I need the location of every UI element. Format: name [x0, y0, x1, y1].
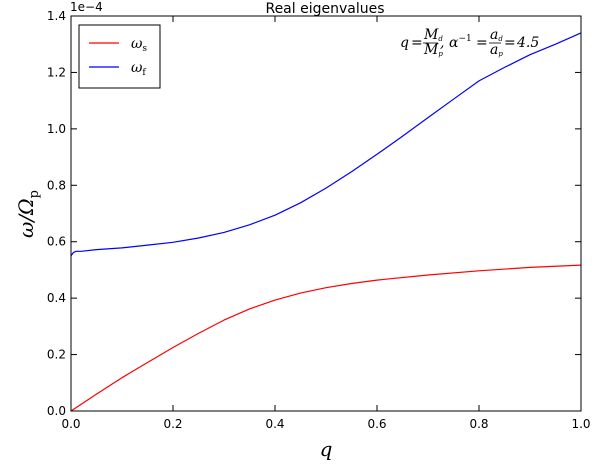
annotation-eq-1: =: [411, 35, 423, 51]
x-tick-label: 0.0: [61, 417, 80, 431]
y-tick-label: 0.6: [47, 235, 66, 249]
y-axis-label-base: ω/Ω: [14, 198, 38, 238]
y-tick-label: 1.4: [47, 9, 66, 23]
y-offset-text: 1e−4: [70, 0, 103, 14]
legend-label-omega-s-base: ω: [131, 36, 143, 52]
annotation-mp: Mp: [423, 42, 443, 58]
series-line-omega-f: [70, 32, 582, 257]
legend-label-omega-f-sub: f: [142, 68, 146, 78]
annotation-eq-3: =: [504, 35, 516, 51]
legend-label-omega-f-base: ω: [131, 60, 143, 76]
y-tick-label: 0.8: [47, 178, 66, 192]
annotation-q: q: [400, 35, 409, 51]
x-tick-label: 0.4: [265, 417, 284, 431]
x-tick-label: 1.0: [571, 417, 590, 431]
y-axis-label-sub: p: [27, 190, 42, 198]
y-tick-label: 1.0: [47, 122, 66, 136]
y-tick-label: 0.2: [47, 348, 66, 362]
legend-label-omega-s: ωs: [131, 36, 147, 54]
x-tick-label: 0.8: [469, 417, 488, 431]
legend-label-omega-s-sub: s: [142, 44, 147, 54]
y-tick-label: 0.4: [47, 291, 66, 305]
x-axis-label: q: [320, 437, 333, 461]
x-tick-label: 0.2: [163, 417, 182, 431]
series-layer: [70, 32, 582, 412]
annotation-comma: ,: [440, 35, 444, 51]
y-tick-label: 0.0: [47, 404, 66, 418]
y-axis-label: ω/Ωp: [14, 190, 42, 238]
plot-frame: [70, 15, 582, 412]
annotation-md: Md: [423, 27, 443, 43]
x-tick-label: 0.6: [367, 417, 386, 431]
legend-label-omega-f: ωf: [131, 60, 146, 78]
annotation-value: 4.5: [516, 35, 539, 51]
annotation-eq-2: =: [476, 35, 488, 51]
legend-box: [78, 24, 161, 89]
y-tick-label: 1.2: [47, 65, 66, 79]
axis-ticks: 0.0 0.2 0.4 0.6 0.8 1.0 0.0 0.2 0.4 0.6 0.8 1.0 1.2 1…: [47, 9, 591, 431]
chart-title: Real eigenvalues: [265, 1, 384, 17]
series-line-omega-s: [70, 264, 582, 412]
legend: ωs ωf: [78, 24, 161, 89]
